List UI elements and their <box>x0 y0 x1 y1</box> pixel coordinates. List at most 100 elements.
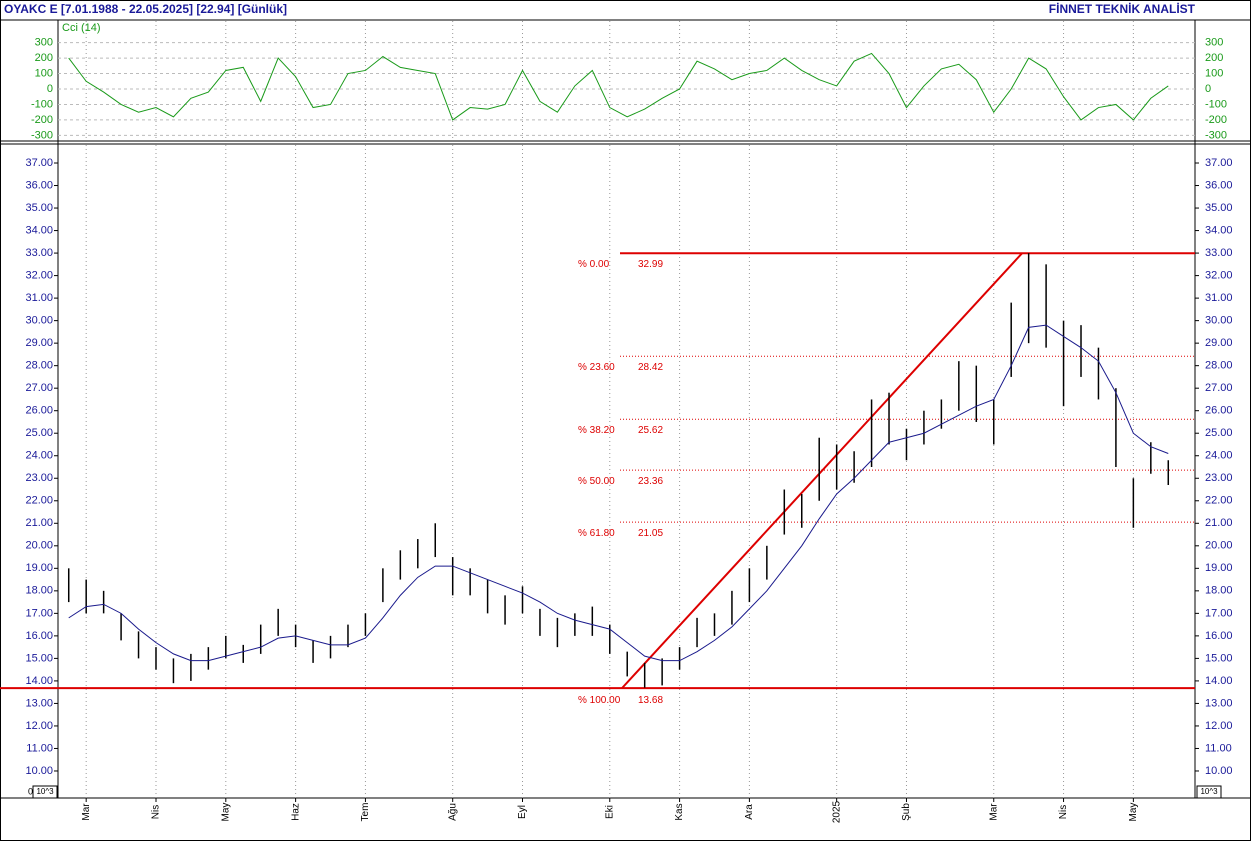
y-tick-label: 33.00 <box>25 247 53 259</box>
y-tick-label: 12.00 <box>25 720 53 732</box>
fib-pct-label: % 61.80 <box>578 528 615 539</box>
y-tick-label: 17.00 <box>25 607 53 619</box>
x-tick-label: Mar <box>988 803 999 821</box>
y-tick-label: 35.00 <box>25 202 53 214</box>
y-tick-label: 17.00 <box>1205 607 1233 619</box>
y-tick-label: 29.00 <box>1205 337 1233 349</box>
y-tick-label: 34.00 <box>25 224 53 236</box>
x-tick-label: Nis <box>151 805 162 819</box>
y-tick-label: 25.00 <box>1205 427 1233 439</box>
y-tick-label: 22.00 <box>1205 495 1233 507</box>
fib-value-label: 13.68 <box>638 695 663 706</box>
y-tick-label: 0 <box>1205 83 1211 95</box>
y-tick-label: -300 <box>31 129 53 141</box>
y-tick-label: 34.00 <box>1205 224 1233 236</box>
y-tick-label: 13.00 <box>1205 697 1233 709</box>
fib-value-label: 32.99 <box>638 259 663 270</box>
cci-label: Cci (14) <box>62 22 101 34</box>
y-tick-label: 300 <box>1205 37 1223 49</box>
x-tick-label: Mar <box>81 803 92 821</box>
y-tick-label: 200 <box>35 52 53 64</box>
y-tick-label: 100 <box>1205 67 1223 79</box>
trend-line <box>621 252 1023 689</box>
y-tick-label: -300 <box>1205 129 1227 141</box>
y-tick-label: 0 <box>47 83 53 95</box>
y-tick-label: 22.00 <box>25 495 53 507</box>
y-tick-label: 15.00 <box>25 652 53 664</box>
x-tick-label: Tem <box>360 803 371 822</box>
y-tick-label: 28.00 <box>25 360 53 372</box>
y-tick-label: 16.00 <box>1205 630 1233 642</box>
y-tick-label: 21.00 <box>1205 517 1233 529</box>
x-tick-label: 2025 <box>831 800 842 823</box>
y-tick-label: 28.00 <box>1205 360 1233 372</box>
x-tick-label: May <box>220 803 231 822</box>
y-tick-label: -200 <box>1205 114 1227 126</box>
x-tick-label: Haz <box>290 803 301 821</box>
y-tick-label: 14.00 <box>25 675 53 687</box>
y-tick-label: 19.00 <box>25 562 53 574</box>
y-tick-label: 31.00 <box>1205 292 1233 304</box>
y-tick-label: 30.00 <box>1205 315 1233 327</box>
y-tick-label: 24.00 <box>25 450 53 462</box>
y-tick-label: 200 <box>1205 52 1223 64</box>
y-tick-label: 14.00 <box>1205 675 1233 687</box>
x-tick-label: Ara <box>744 804 755 820</box>
y-tick-label: 24.00 <box>1205 450 1233 462</box>
y-tick-label: 26.00 <box>25 405 53 417</box>
y-tick-label: 16.00 <box>25 630 53 642</box>
y-tick-label: 300 <box>35 37 53 49</box>
y-tick-label: 21.00 <box>25 517 53 529</box>
y-tick-label: 23.00 <box>1205 472 1233 484</box>
y-tick-label: 30.00 <box>25 315 53 327</box>
y-tick-label: 27.00 <box>1205 382 1233 394</box>
fib-value-label: 25.62 <box>638 425 663 436</box>
y-tick-label: 31.00 <box>25 292 53 304</box>
fib-pct-label: % 0.00 <box>578 259 610 270</box>
x-tick-label: Nis <box>1058 805 1069 819</box>
fib-pct-label: % 38.20 <box>578 425 615 436</box>
scale-box <box>32 785 58 799</box>
y-tick-label: 10.00 <box>25 765 53 777</box>
y-tick-label: 33.00 <box>1205 247 1233 259</box>
y-tick-label: 35.00 <box>1205 202 1233 214</box>
y-tick-label: 25.00 <box>25 427 53 439</box>
moving-average <box>68 324 1169 662</box>
x-tick-label: May <box>1128 803 1139 822</box>
x-tick-label: Eki <box>604 805 615 819</box>
y-tick-label: 10.00 <box>1205 765 1233 777</box>
y-tick-label: 26.00 <box>1205 405 1233 417</box>
x-tick-label: Kas <box>674 803 685 820</box>
header-title: OYAKC E [7.01.1988 - 22.05.2025] [22.94]… <box>4 2 287 16</box>
y-tick-label: 100 <box>35 67 53 79</box>
y-tick-label: 27.00 <box>25 382 53 394</box>
scale-label: 10^3 <box>1200 787 1218 796</box>
y-tick-label: 15.00 <box>1205 652 1233 664</box>
x-tick-label: Şub <box>901 803 912 821</box>
y-tick-label: 11.00 <box>1205 742 1232 754</box>
scale-label: 10^3 <box>36 787 54 796</box>
fib-pct-label: % 23.60 <box>578 362 615 373</box>
cci-line <box>68 52 1169 121</box>
y-tick-label: 29.00 <box>25 337 53 349</box>
y-tick-label: -200 <box>31 114 53 126</box>
scale-box <box>1196 785 1222 799</box>
x-tick-label: Eyl <box>517 805 528 819</box>
y-tick-label: 13.00 <box>25 697 53 709</box>
y-tick-label: 20.00 <box>1205 540 1233 552</box>
y-tick-label: 37.00 <box>25 157 53 169</box>
fib-pct-label: % 50.00 <box>578 476 615 487</box>
fib-pct-label: % 100.00 <box>578 695 621 706</box>
y-tick-label: 11.00 <box>26 742 53 754</box>
y-tick-label: 18.00 <box>1205 585 1233 597</box>
y-tick-label: -100 <box>1205 98 1227 110</box>
y-tick-label: 32.00 <box>1205 270 1233 282</box>
y-tick-label: 20.00 <box>25 540 53 552</box>
header-brand: FİNNET TEKNİK ANALİST <box>1049 1 1196 16</box>
y-tick-label: 23.00 <box>25 472 53 484</box>
fib-value-label: 23.36 <box>638 476 663 487</box>
y-tick-label: 18.00 <box>25 585 53 597</box>
y-tick-label: 12.00 <box>1205 720 1233 732</box>
